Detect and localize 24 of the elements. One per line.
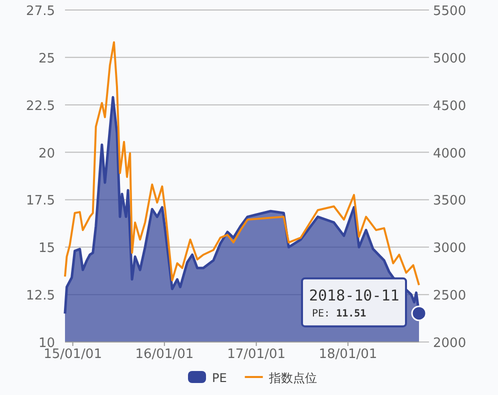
x-tick-label: 15/01/01 [44,347,102,362]
y2-tick-label: 2500 [433,288,466,304]
y-tick-label: 27.5 [26,4,55,19]
y2-tick-label: 4500 [433,98,466,114]
y-tick-label: 20 [38,146,55,162]
y2-tick-label: 2000 [433,336,466,351]
y2-tick-label: 5500 [433,4,466,19]
y2-tick-label: 5000 [433,51,466,66]
annotation: PE: 11.51 [312,308,366,320]
line-series [64,41,420,286]
y-tick-label: 17.5 [26,194,55,209]
y-tick-label: 22.5 [26,98,55,114]
y-tick-label: 25 [38,51,55,66]
y-tick-label: 12.5 [26,288,55,304]
legend-label: PE [212,371,227,385]
x-tick-label: 16/01/01 [135,347,194,362]
y2-tick-label: 3500 [433,194,466,209]
x-tick-label: 18/01/01 [318,347,378,362]
annotation: 2018-10-11 [309,286,400,304]
y2-tick-label: 4000 [433,146,466,162]
legend-label: 指数点位 [268,371,317,385]
y2-tick-label: 3000 [433,241,466,256]
y-tick-label: 15 [38,241,55,256]
x-tick-label: 17/01/01 [227,347,286,362]
